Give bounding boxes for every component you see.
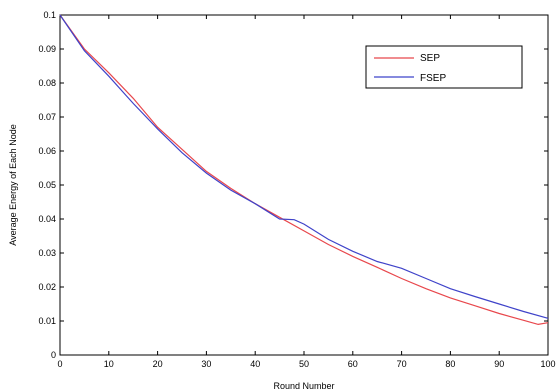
legend-box [365, 45, 523, 89]
y-tick-label: 0 [51, 350, 56, 360]
y-tick-label: 0.1 [43, 10, 56, 20]
y-tick-label: 0.03 [38, 248, 56, 258]
legend: SEP FSEP [365, 45, 523, 89]
y-tick-label: 0.02 [38, 282, 56, 292]
x-tick-label: 30 [201, 359, 211, 369]
series-line-fsep [59, 14, 549, 319]
x-axis-label: Round Number [273, 381, 334, 391]
x-tick-label: 60 [348, 359, 358, 369]
x-axis-ticks: 0 10 20 30 40 50 60 70 80 90 100 [57, 15, 556, 369]
x-tick-label: 70 [397, 359, 407, 369]
legend-fsep-label: FSEP [420, 73, 446, 84]
x-tick-label: 20 [153, 359, 163, 369]
legend-sep-label: SEP [420, 53, 440, 64]
y-tick-label: 0.09 [38, 44, 56, 54]
y-tick-label: 0.01 [38, 316, 56, 326]
x-tick-label: 10 [104, 359, 114, 369]
series-layer [59, 14, 549, 326]
x-tick-label: 100 [540, 359, 555, 369]
y-tick-label: 0.07 [38, 112, 56, 122]
x-tick-label: 0 [57, 359, 62, 369]
x-tick-label: 40 [250, 359, 260, 369]
x-tick-label: 80 [445, 359, 455, 369]
y-tick-label: 0.04 [38, 214, 56, 224]
y-axis-ticks: 0 0.01 0.02 0.03 0.04 0.05 0.06 0.07 0.08 0.09 0.1 [38, 10, 548, 360]
x-tick-label: 50 [299, 359, 309, 369]
y-tick-label: 0.05 [38, 180, 56, 190]
x-tick-label: 90 [494, 359, 504, 369]
y-tick-label: 0.06 [38, 146, 56, 156]
y-axis-label: Average Energy of Each Node [8, 124, 18, 245]
series-line-sep [59, 14, 549, 326]
y-tick-label: 0.08 [38, 78, 56, 88]
